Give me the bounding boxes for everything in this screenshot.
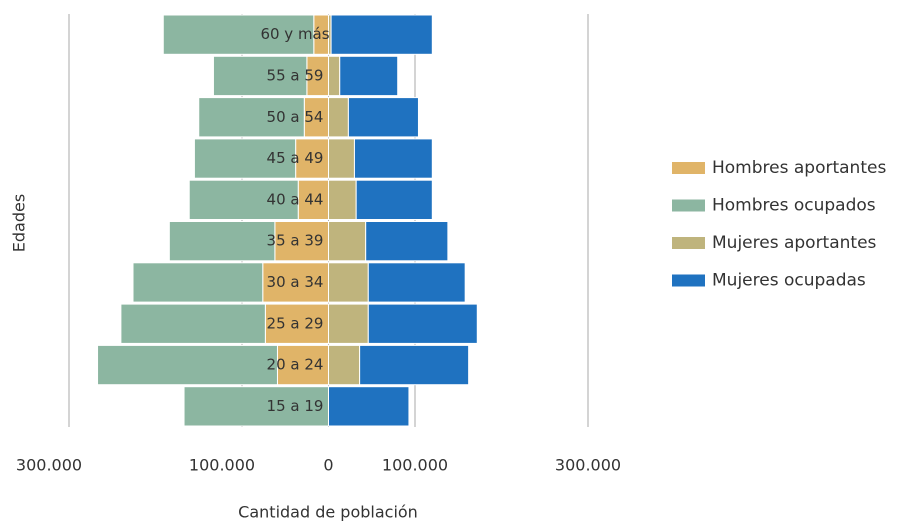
legend-swatch xyxy=(672,274,705,287)
bar xyxy=(198,97,305,138)
bar xyxy=(328,179,357,220)
x-tick-label: 300.000 xyxy=(16,456,82,475)
y-axis-label: Edades xyxy=(10,194,29,252)
bar xyxy=(353,138,433,179)
category-label: 50 a 54 xyxy=(267,108,324,126)
bar xyxy=(193,138,297,179)
category-label: 40 a 44 xyxy=(267,190,324,208)
legend-label: Hombres aportantes xyxy=(712,158,886,178)
bar xyxy=(120,303,266,344)
x-tick-label: 0 xyxy=(323,456,333,475)
bar xyxy=(330,14,433,55)
bar xyxy=(359,344,470,386)
bar xyxy=(212,55,308,97)
x-tick-label: 100.000 xyxy=(189,456,255,475)
x-tick-label: 100.000 xyxy=(382,456,448,475)
bar xyxy=(328,344,361,386)
bar xyxy=(276,344,329,386)
bar xyxy=(328,303,369,344)
bar xyxy=(347,97,419,138)
bar xyxy=(339,55,399,97)
bar xyxy=(328,138,355,179)
bar xyxy=(168,221,276,262)
bar xyxy=(328,97,349,138)
bar xyxy=(328,386,410,427)
bar xyxy=(162,14,315,55)
category-label: 30 a 34 xyxy=(267,273,324,291)
category-label: 45 a 49 xyxy=(267,149,324,167)
bar xyxy=(328,55,341,97)
x-axis-label: Cantidad de población xyxy=(238,503,418,522)
category-label: 35 a 39 xyxy=(267,232,324,250)
bar xyxy=(97,344,278,386)
bar xyxy=(262,262,330,303)
legend-swatch xyxy=(672,162,705,174)
category-label: 15 a 19 xyxy=(267,397,324,415)
bar xyxy=(132,262,264,303)
legend-swatch xyxy=(672,237,705,249)
category-label: 55 a 59 xyxy=(267,66,324,84)
bar xyxy=(355,179,433,220)
legend-swatch xyxy=(672,199,705,212)
category-label: 20 a 24 xyxy=(267,356,324,374)
bar xyxy=(365,221,449,262)
legend-label: Mujeres ocupadas xyxy=(712,271,866,291)
legend-label: Mujeres aportantes xyxy=(712,233,877,253)
category-label: 25 a 29 xyxy=(267,314,324,332)
bar xyxy=(188,179,299,220)
bar xyxy=(367,303,478,344)
legend-label: Hombres ocupados xyxy=(712,196,876,216)
bar xyxy=(264,303,330,344)
bar xyxy=(367,262,466,303)
x-tick-label: 300.000 xyxy=(555,456,621,475)
category-label: 60 y más xyxy=(260,25,329,43)
bar xyxy=(328,221,367,262)
bar xyxy=(328,262,369,303)
